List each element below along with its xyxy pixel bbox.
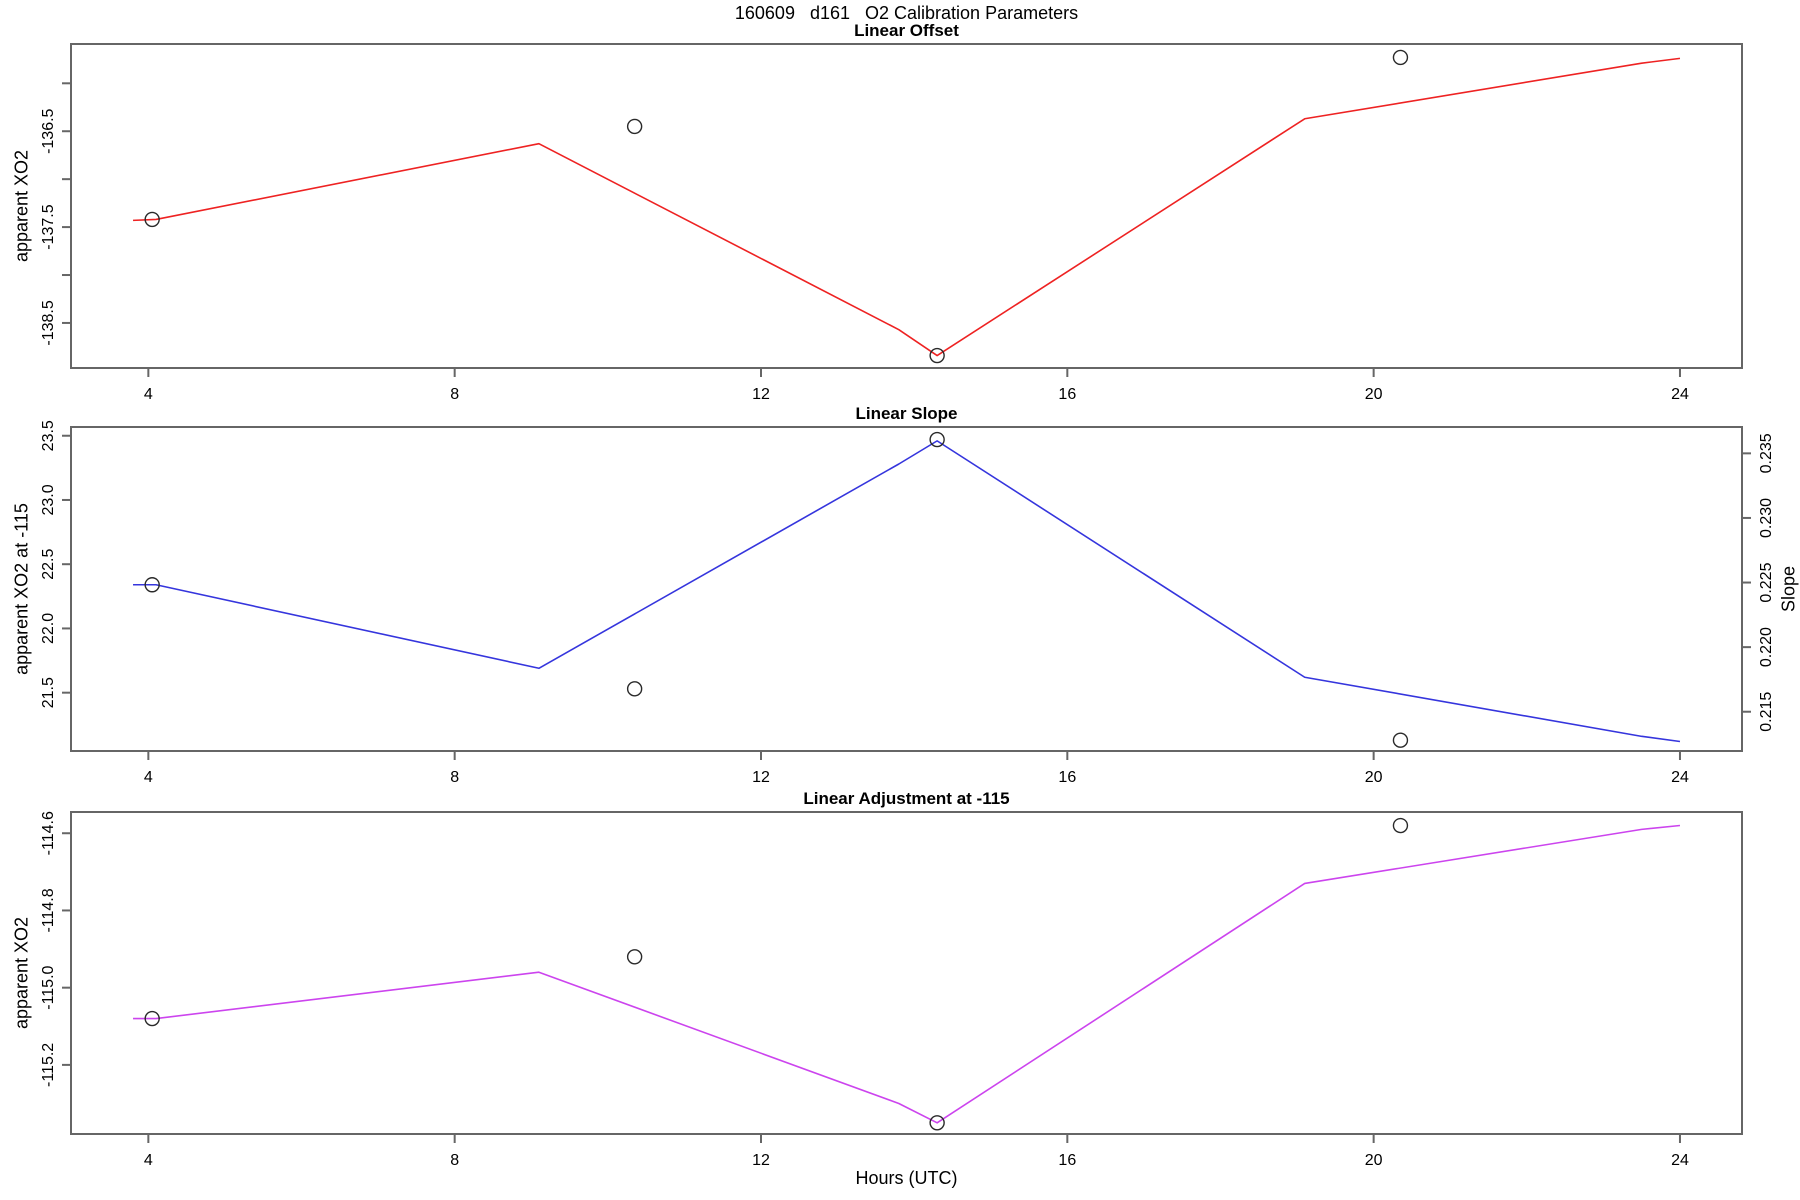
right-y-tick-label: 0.235 bbox=[1758, 433, 1775, 473]
y-axis-label-panel1: apparent XO2 bbox=[11, 149, 32, 263]
data-point bbox=[929, 1115, 945, 1131]
y-tick-label: -114.6 bbox=[40, 811, 57, 855]
x-tick-label: 8 bbox=[450, 1152, 459, 1169]
x-tick-label: 12 bbox=[752, 769, 770, 786]
y-tick-label: 21.5 bbox=[40, 677, 57, 708]
x-tick-label: 16 bbox=[1058, 386, 1076, 403]
plot-box bbox=[70, 811, 1743, 1135]
right-y-tick-label: 0.230 bbox=[1758, 498, 1775, 538]
panel-title-linear-offset: Linear Offset bbox=[854, 21, 959, 40]
series-line bbox=[133, 824, 1681, 1124]
data-point bbox=[1392, 49, 1409, 66]
x-tick-label: 4 bbox=[144, 386, 153, 403]
series-line bbox=[132, 57, 1681, 357]
data-point bbox=[626, 949, 643, 965]
x-tick-label: 20 bbox=[1365, 386, 1383, 403]
right-y-tick-label: 0.225 bbox=[1758, 562, 1775, 602]
panel-title-linear-adjustment: Linear Adjustment at -115 bbox=[803, 789, 1010, 808]
data-point bbox=[144, 1010, 160, 1027]
right-y-tick-label: 0.215 bbox=[1758, 692, 1775, 732]
data-point bbox=[626, 118, 643, 135]
y-tick-label: -136.5 bbox=[40, 108, 57, 153]
y-axis-label-panel3: apparent XO2 bbox=[11, 916, 32, 1030]
x-tick-label: 24 bbox=[1671, 769, 1689, 786]
data-point bbox=[929, 347, 945, 364]
x-axis-label: Hours (UTC) bbox=[855, 1168, 958, 1188]
x-tick-label: 20 bbox=[1365, 769, 1383, 786]
x-tick-label: 4 bbox=[144, 769, 153, 786]
plot-box bbox=[70, 43, 1743, 369]
x-tick-label: 12 bbox=[752, 386, 770, 403]
data-point bbox=[144, 211, 160, 228]
y-tick-label: -114.8 bbox=[40, 888, 57, 932]
panel-title-linear-slope: Linear Slope bbox=[855, 404, 958, 423]
data-point bbox=[1392, 732, 1409, 748]
x-tick-label: 4 bbox=[144, 1152, 153, 1169]
x-tick-label: 24 bbox=[1671, 386, 1689, 403]
figure-title: 160609 d161 O2 Calibration Parameters bbox=[734, 3, 1079, 23]
y-tick-label: -137.5 bbox=[40, 204, 57, 249]
y-tick-label: 23.0 bbox=[40, 484, 57, 515]
x-tick-label: 8 bbox=[450, 386, 459, 403]
y-tick-label: 22.0 bbox=[40, 613, 57, 644]
x-tick-label: 24 bbox=[1671, 1152, 1689, 1169]
y-tick-label: 23.5 bbox=[40, 420, 57, 451]
y-axis-label-panel2: apparent XO2 at -115 bbox=[11, 503, 32, 675]
y-tick-label: 22.5 bbox=[40, 549, 57, 580]
x-tick-label: 16 bbox=[1058, 1152, 1076, 1169]
y-tick-label: -115.0 bbox=[40, 965, 57, 1009]
plot-box bbox=[70, 426, 1743, 752]
y-tick-label: -138.5 bbox=[40, 300, 57, 345]
series-line bbox=[133, 440, 1681, 743]
x-tick-label: 16 bbox=[1058, 769, 1076, 786]
x-tick-label: 20 bbox=[1365, 1152, 1383, 1169]
right-y-tick-label: 0.220 bbox=[1758, 627, 1775, 667]
x-tick-label: 8 bbox=[450, 769, 459, 786]
data-point bbox=[144, 577, 160, 593]
data-point bbox=[626, 681, 643, 697]
data-point bbox=[1392, 817, 1409, 834]
y-tick-label: -115.2 bbox=[40, 1043, 57, 1087]
x-tick-label: 12 bbox=[752, 1152, 770, 1169]
data-point bbox=[929, 431, 945, 448]
y-axis-label-slope: Slope bbox=[1778, 565, 1799, 613]
